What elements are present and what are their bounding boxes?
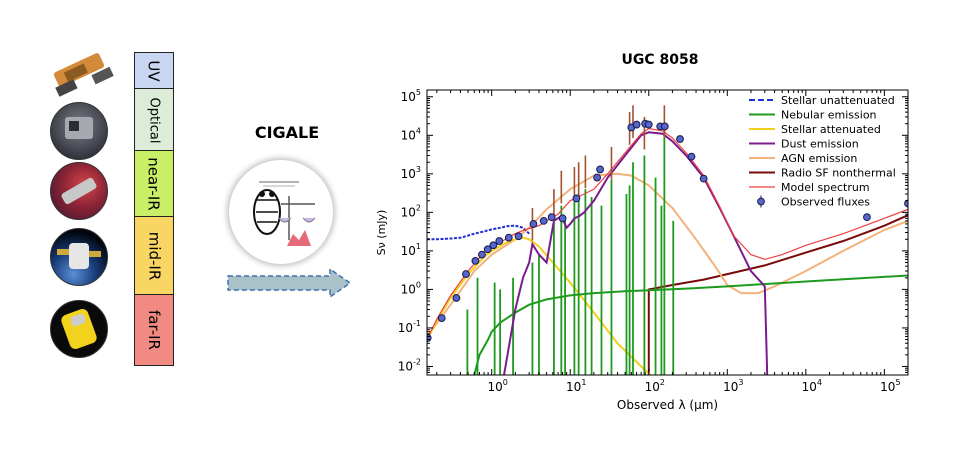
cigale-logo-icon — [229, 160, 333, 264]
observed-flux-point — [514, 232, 523, 241]
band-far-ir-label: far-IR — [145, 310, 164, 350]
legend-label: Radio SF nonthermal — [781, 167, 896, 180]
band-near-ir: near-IR — [134, 150, 174, 218]
legend-label: Stellar unattenuated — [781, 94, 895, 107]
observed-flux-point — [477, 250, 486, 259]
observed-flux-point — [437, 314, 446, 322]
x-tick-label: 105 — [880, 378, 900, 394]
telescope-4-icon — [50, 228, 108, 286]
y-tick-label: 10-2 — [398, 357, 421, 373]
observed-flux-point — [660, 122, 669, 131]
radio-sf-nonthermal-line — [647, 214, 908, 375]
legend-label: Observed fluxes — [781, 196, 870, 209]
cigale-title: CIGALE — [254, 123, 320, 142]
nebular-emission-line — [473, 274, 908, 375]
sed-chart: UGC 8058 100 101 102 103 104 105 10-2 10-1 100 10… — [375, 52, 909, 412]
band-far-ir: far-IR — [134, 294, 174, 366]
x-tick-label: 101 — [566, 378, 586, 394]
stellar-unattenuated-line — [427, 224, 530, 241]
x-tick-label: 103 — [723, 378, 743, 394]
telescope-2-icon — [50, 102, 108, 160]
x-axis-label: Observed λ (μm) — [617, 398, 718, 412]
legend-label: Nebular emission — [781, 109, 877, 122]
observed-flux-point — [452, 294, 461, 302]
observed-flux-point — [462, 270, 470, 278]
y-tick-label: 101 — [401, 242, 421, 258]
y-tick-label: 103 — [401, 165, 421, 181]
observed-flux-point — [489, 241, 498, 250]
observed-flux-point — [483, 245, 492, 254]
y-axis-label: Sν (mJy) — [375, 210, 388, 256]
y-tick-label: 100 — [401, 280, 421, 296]
band-uv: UV — [134, 52, 174, 90]
observed-flux-point — [427, 334, 432, 342]
observed-flux-point — [596, 165, 604, 174]
observed-flux-point — [863, 213, 871, 222]
x-tick-label: 100 — [488, 378, 508, 394]
chart-title: UGC 8058 — [622, 52, 699, 68]
observed-flux-point — [495, 237, 504, 245]
observed-flux-point — [539, 217, 548, 225]
telescope-5-icon — [50, 300, 108, 358]
y-tick-label: 104 — [401, 126, 421, 142]
satellite-1-icon — [53, 53, 114, 97]
observed-flux-point — [471, 256, 480, 265]
observed-flux-point — [558, 214, 567, 223]
observed-flux-point — [687, 152, 696, 161]
observed-flux-point — [572, 194, 581, 203]
band-optical: Optical — [134, 88, 174, 152]
legend-label: Model spectrum — [781, 181, 870, 194]
y-tick-label: 105 — [401, 88, 421, 104]
x-tick-label: 102 — [645, 378, 665, 394]
observed-flux-point — [699, 174, 708, 183]
band-mid-ir-label: mid-IR — [145, 231, 163, 281]
agn-emission-line — [427, 172, 908, 338]
telescope-3-icon — [50, 162, 108, 220]
band-uv-label: UV — [145, 60, 163, 82]
legend-label: Dust emission — [781, 138, 859, 151]
observed-flux-point — [529, 220, 538, 228]
band-mid-ir: mid-IR — [134, 216, 174, 296]
legend-label: Stellar attenuated — [781, 123, 881, 136]
band-near-ir-label: near-IR — [145, 157, 163, 211]
observed-flux-point — [504, 233, 513, 242]
legend: Stellar unattenuated Nebular emissionStel… — [749, 94, 896, 209]
x-tick-label: 104 — [802, 378, 822, 394]
y-tick-label: 102 — [401, 203, 421, 219]
band-optical-label: Optical — [146, 97, 162, 143]
observed-flux-point — [676, 135, 684, 143]
legend-marker — [757, 197, 765, 206]
arrow-right-icon — [227, 268, 352, 298]
observed-flux-point — [593, 173, 602, 182]
observed-flux-point — [547, 213, 556, 222]
legend-label: AGN emission — [781, 152, 857, 165]
observed-flux-point — [632, 120, 641, 129]
observed-flux-point — [644, 120, 653, 129]
y-tick-label: 10-1 — [398, 319, 421, 335]
